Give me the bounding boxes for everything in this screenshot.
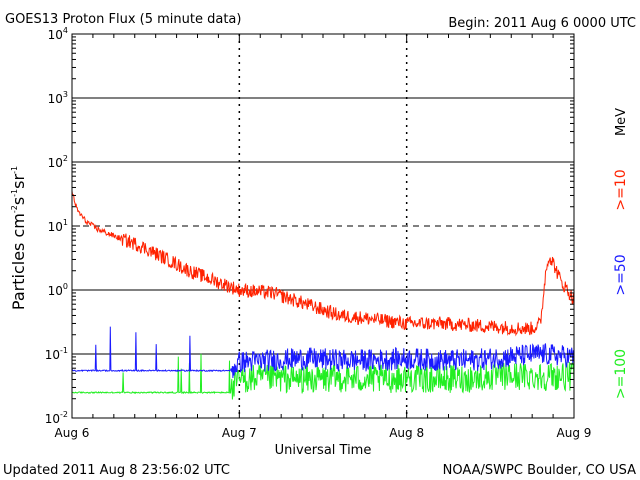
series-line-1 bbox=[71, 326, 575, 379]
y-tick-label-0: 10-2 bbox=[45, 410, 68, 426]
x-tick-labels: Aug 6 Aug 7 Aug 8 Aug 9 bbox=[55, 426, 592, 440]
y-axis-label: Particles cm-2s-1sr-1 bbox=[9, 166, 28, 310]
y-tick-label-2: 100 bbox=[48, 282, 68, 298]
legend-entry-0: >=10 bbox=[613, 169, 629, 210]
legend-entry-1: >=50 bbox=[613, 254, 629, 295]
y-tick-label-3: 101 bbox=[48, 218, 68, 234]
begin-label: Begin: 2011 Aug 6 0000 UTC bbox=[448, 16, 636, 31]
y-tick-label-5: 103 bbox=[48, 90, 68, 106]
x-tick-label-0: Aug 6 bbox=[55, 426, 90, 440]
x-tick-label-2: Aug 8 bbox=[389, 426, 424, 440]
y-tick-label-6: 104 bbox=[48, 26, 68, 42]
x-tick-label-1: Aug 7 bbox=[222, 426, 257, 440]
series-line-2 bbox=[71, 353, 575, 400]
x-tick-label-3: Aug 9 bbox=[557, 426, 592, 440]
y-tick-label-4: 102 bbox=[48, 154, 68, 170]
legend: >=10 >=50 >=100 bbox=[613, 169, 629, 399]
y-tick-labels: 10-2 10-1 100 101 102 103 104 bbox=[45, 26, 68, 426]
updated-timestamp: Updated 2011 Aug 8 23:56:02 UTC bbox=[3, 463, 230, 478]
chart-title: GOES13 Proton Flux (5 minute data) bbox=[5, 12, 241, 27]
energy-unit-label: MeV bbox=[614, 108, 629, 136]
series-layer bbox=[71, 190, 575, 400]
y-tick-label-1: 10-1 bbox=[45, 346, 68, 362]
series-line-0 bbox=[71, 190, 575, 337]
x-axis-label: Universal Time bbox=[275, 443, 372, 458]
legend-entry-2: >=100 bbox=[613, 349, 629, 399]
axis-ticks bbox=[71, 33, 575, 419]
data-source: NOAA/SWPC Boulder, CO USA bbox=[443, 463, 636, 478]
